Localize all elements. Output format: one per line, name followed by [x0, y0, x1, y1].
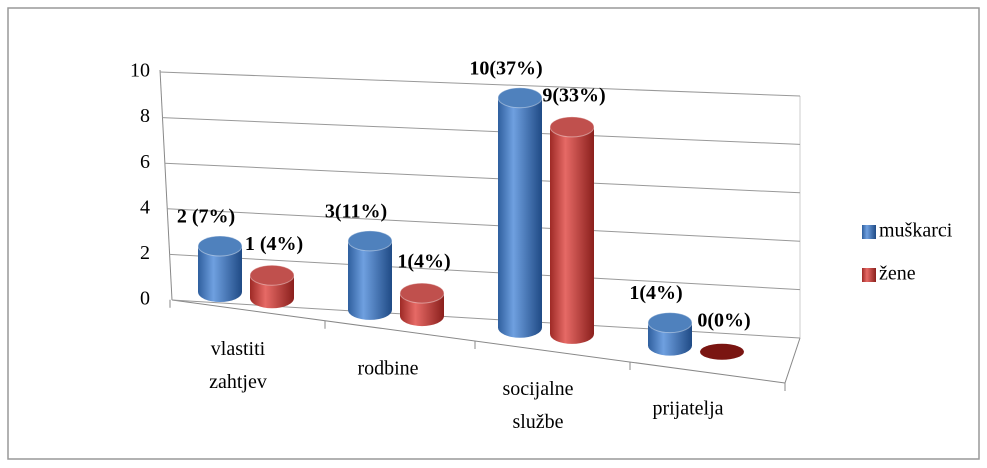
y-tick-label: 4: [140, 196, 150, 218]
data-label: 1(4%): [397, 251, 450, 273]
data-label: 10(37%): [469, 57, 542, 79]
bar-top: [347, 230, 393, 252]
legend-label: žene: [879, 263, 916, 285]
x-tick-label: socijalne službe: [502, 378, 573, 433]
chart-frame: [7, 7, 980, 460]
data-label: 9(33%): [542, 85, 605, 107]
y-tick-label: 2: [140, 242, 150, 264]
legend-swatch: [862, 268, 876, 282]
bar-top: [249, 264, 295, 286]
bar-top: [549, 116, 595, 138]
bar: [700, 343, 744, 360]
data-label: 0(0%): [697, 309, 750, 331]
data-label: 1(4%): [629, 282, 682, 304]
data-label: 2 (7%): [177, 206, 235, 228]
legend-label: muškarci: [879, 220, 953, 242]
bar-top: [647, 312, 693, 334]
grid-line: [169, 253, 801, 291]
grid-line: [164, 162, 801, 194]
bar: [198, 246, 242, 303]
data-label: 3(11%): [325, 200, 387, 222]
bar: [550, 126, 594, 344]
y-tick-label: 8: [140, 105, 150, 127]
y-tick-label: 10: [130, 60, 150, 82]
y-tick-label: 6: [140, 151, 150, 173]
bar: [498, 97, 542, 338]
grid-line: [159, 71, 801, 97]
x-tick-label: prijatelja: [652, 398, 723, 420]
data-label: 1 (4%): [245, 233, 303, 255]
floor-right-edge: [784, 337, 801, 384]
y-tick-label: 0: [140, 288, 150, 310]
grid-line: [162, 117, 801, 145]
bar-top: [399, 282, 445, 304]
grid-line: [167, 208, 801, 242]
x-tick-label: rodbine: [357, 358, 418, 380]
x-tick-label: vlastiti zahtjev: [209, 338, 267, 393]
bar: [348, 240, 392, 320]
legend-swatch: [862, 225, 876, 239]
bar-top: [497, 87, 543, 109]
floor-front-edge: [171, 299, 786, 384]
y-axis-line: [159, 69, 173, 301]
bar-top: [197, 235, 243, 257]
